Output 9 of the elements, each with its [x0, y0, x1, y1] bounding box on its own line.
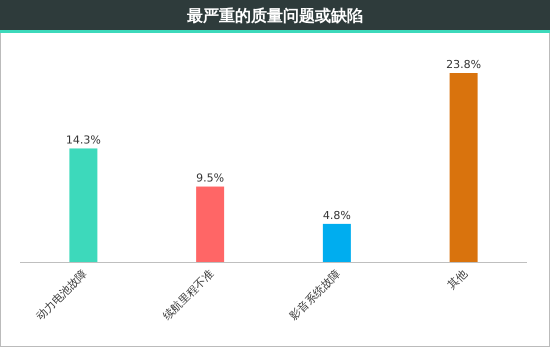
x-tick-label: 动力电池故障 — [34, 266, 90, 323]
title: 最严重的质量问题或缺陷 — [187, 6, 363, 25]
x-tick-label: 影音系统故障 — [287, 266, 343, 323]
data-label: 14.3% — [66, 133, 101, 146]
x-tick-label: 其他 — [445, 266, 470, 292]
data-label: 9.5% — [196, 172, 224, 185]
data-label: 4.8% — [322, 208, 351, 222]
x-tick-label: 续航里程不准 — [160, 266, 216, 323]
data-label: 23.8% — [446, 58, 482, 71]
